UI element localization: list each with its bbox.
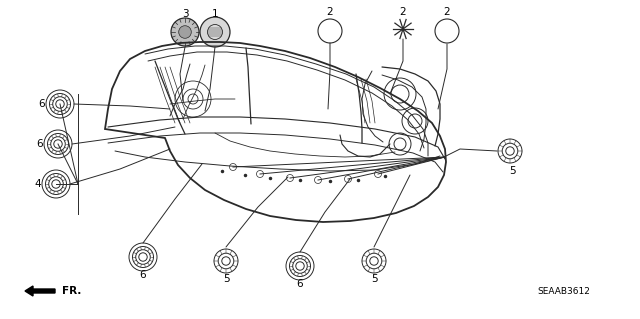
Text: 2: 2: [326, 7, 333, 17]
FancyArrow shape: [25, 286, 55, 296]
Text: FR.: FR.: [62, 286, 81, 296]
Circle shape: [171, 18, 199, 46]
Text: 3: 3: [182, 9, 188, 19]
Text: 5: 5: [371, 274, 378, 284]
Text: 5: 5: [509, 166, 516, 176]
Text: 6: 6: [297, 279, 303, 289]
Text: 4: 4: [35, 179, 42, 189]
Text: 1: 1: [212, 9, 218, 19]
Text: SEAAB3612: SEAAB3612: [537, 286, 590, 295]
Text: 2: 2: [444, 7, 451, 17]
Text: 6: 6: [38, 99, 45, 109]
Circle shape: [200, 17, 230, 47]
Text: 6: 6: [36, 139, 44, 149]
Text: 6: 6: [140, 270, 147, 280]
Text: 5: 5: [223, 274, 229, 284]
Text: 2: 2: [400, 7, 406, 17]
Circle shape: [179, 26, 191, 38]
